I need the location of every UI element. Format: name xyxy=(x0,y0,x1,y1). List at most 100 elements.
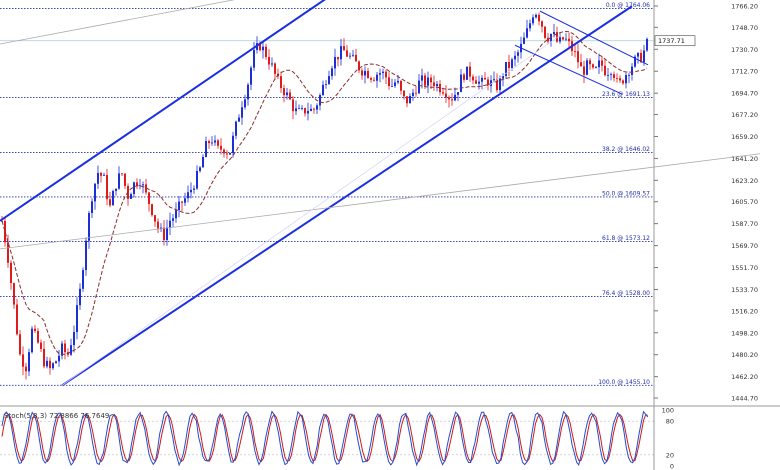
candle-body xyxy=(526,28,528,38)
candle-body xyxy=(148,192,150,205)
current-price-label: 1737.71 xyxy=(658,37,685,45)
candle-body xyxy=(454,94,456,101)
candle-body xyxy=(226,153,228,155)
candle-body xyxy=(283,88,285,96)
candle-body xyxy=(214,140,216,143)
gray-trendline-top xyxy=(0,0,235,45)
fib-level-label: 76.4 @ 1528.00 xyxy=(602,290,650,297)
candle-body xyxy=(142,184,144,186)
moving-average-line xyxy=(1,30,648,355)
candle-body xyxy=(253,49,255,68)
candle-body xyxy=(598,60,600,68)
candle-body xyxy=(199,167,201,171)
candle-body xyxy=(334,56,336,69)
price-chart: 0.0 @ 1764.06 23.6 @ 1691.13 38.2 @ 1646.0… xyxy=(0,0,761,387)
candle-body xyxy=(130,193,132,199)
candle-body xyxy=(304,108,306,114)
candle-body xyxy=(445,93,447,98)
candle-body xyxy=(163,227,165,240)
candle-body xyxy=(223,149,225,154)
candle-body xyxy=(187,192,189,199)
candle-body xyxy=(49,360,51,369)
candle-body xyxy=(109,199,111,206)
candle-body xyxy=(70,345,72,355)
candle-body xyxy=(133,182,135,194)
candle-body xyxy=(43,348,45,367)
candle-body xyxy=(16,304,18,335)
candle-body xyxy=(613,74,615,78)
current-price-badge xyxy=(654,35,696,47)
candle-body xyxy=(358,61,360,71)
candle-body xyxy=(463,74,465,80)
price-tick-label: 1766.20 xyxy=(731,3,758,11)
fib-level-label: 23.6 @ 1691.13 xyxy=(602,91,650,98)
candle-body xyxy=(211,142,213,144)
price-tick-label: 1498.20 xyxy=(731,329,758,337)
candle-body xyxy=(37,330,39,343)
stoch-main-line xyxy=(1,410,649,467)
candle-body xyxy=(472,76,474,81)
candle-body xyxy=(106,174,108,200)
candle-body xyxy=(460,74,462,93)
fib-level-label: 38.2 @ 1646.02 xyxy=(602,146,650,153)
price-tick-label: 1623.20 xyxy=(731,177,758,185)
candle-body xyxy=(193,188,195,190)
candle-body xyxy=(382,71,384,74)
candle-body xyxy=(529,23,531,29)
candle-body xyxy=(55,361,57,364)
candle-body xyxy=(400,80,402,91)
candle-body xyxy=(361,70,363,76)
stoch-tick-label: 100 xyxy=(662,407,674,415)
candle-body xyxy=(268,56,270,65)
candle-body xyxy=(175,210,177,219)
price-tick-label: 1641.20 xyxy=(731,155,758,163)
price-tick-label: 1551.70 xyxy=(731,264,758,272)
candle-body xyxy=(325,84,327,85)
price-tick-label: 1569.70 xyxy=(731,242,758,250)
candle-body xyxy=(328,76,330,85)
candle-body xyxy=(646,38,648,51)
candle-body xyxy=(544,26,546,38)
candle-body xyxy=(172,218,174,221)
candle-body xyxy=(493,79,495,81)
candle-body xyxy=(439,83,441,93)
candle-body xyxy=(205,141,207,158)
candle-body xyxy=(625,75,627,84)
candle-body xyxy=(208,141,210,144)
candle-body xyxy=(466,66,468,80)
candle-body xyxy=(289,92,291,100)
stochastic-axis: 100 80 20 0 xyxy=(653,406,674,470)
fib-level-label: 50.0 @ 1609.57 xyxy=(602,190,650,197)
candle-body xyxy=(424,75,426,86)
candle-body xyxy=(442,92,444,94)
price-tick-label: 1730.70 xyxy=(731,46,758,54)
candle-body xyxy=(640,52,642,63)
candle-body xyxy=(61,343,63,356)
candle-body xyxy=(484,77,486,80)
stoch-tick-label: 20 xyxy=(666,451,674,459)
candle-body xyxy=(151,204,153,216)
candle-body xyxy=(184,198,186,203)
candle-body xyxy=(241,107,243,118)
candle-body xyxy=(406,96,408,104)
candle-body xyxy=(202,157,204,168)
candle-body xyxy=(487,79,489,87)
candle-body xyxy=(178,201,180,211)
candle-body xyxy=(397,80,399,83)
candle-body xyxy=(196,170,198,189)
candle-body xyxy=(298,108,300,110)
channel-upper-line xyxy=(0,0,326,222)
candle-body xyxy=(403,90,405,97)
candle-body xyxy=(457,92,459,95)
price-axis: 1766.20 1748.70 1730.70 1712.70 1694.70 1677.… xyxy=(653,0,758,406)
candle-body xyxy=(250,67,252,85)
candle-body xyxy=(25,366,27,372)
candle-body xyxy=(616,77,618,79)
candle-body xyxy=(586,60,588,75)
candle-body xyxy=(547,37,549,42)
candle-body xyxy=(352,54,354,56)
candle-body xyxy=(346,50,348,57)
candle-body xyxy=(496,79,498,91)
candle-body xyxy=(292,99,294,112)
